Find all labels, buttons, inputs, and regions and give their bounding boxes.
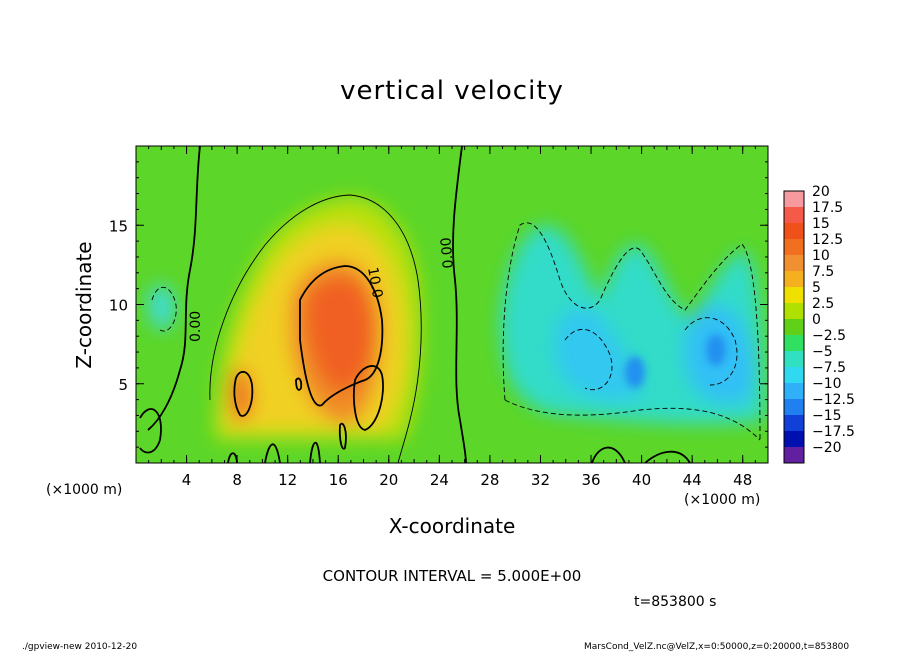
colorbar-level-label: −15	[812, 408, 842, 424]
colorbar: 2017.51512.5107.552.50−2.5−5−7.5−10−12.5…	[783, 184, 855, 464]
x-axis: 4 8 12 16 20 24 28 32 36 40 44 48	[135, 146, 769, 489]
colorbar-level-label: 2.5	[812, 296, 834, 312]
colorbar-swatch	[784, 191, 804, 208]
x-tick-label: 8	[232, 471, 242, 489]
colorbar-swatch	[784, 207, 804, 224]
colorbar-level-label: 10	[812, 248, 830, 264]
colorbar-swatch	[784, 335, 804, 352]
x-tick-label: 32	[531, 471, 550, 489]
footer-data-source: MarsCond_VelZ.nc@VelZ,x=0:50000,z=0:2000…	[584, 642, 850, 652]
colorbar-level-label: 17.5	[812, 200, 843, 216]
colorbar-swatch	[784, 351, 804, 368]
x-tick-label: 36	[581, 471, 600, 489]
contour-label-zero-left: 0.00	[188, 311, 204, 342]
x-tick-label: 16	[329, 471, 348, 489]
x-tick-label: 48	[733, 471, 752, 489]
y-tick-label: 5	[118, 376, 128, 394]
colorbar-swatch	[784, 415, 804, 432]
colorbar-swatch	[784, 239, 804, 256]
chart-title: vertical velocity	[340, 76, 564, 106]
y-tick-label: 10	[109, 297, 128, 315]
colorbar-swatch	[784, 255, 804, 272]
x-axis-label: X-coordinate	[388, 514, 516, 538]
colorbar-swatch	[784, 271, 804, 288]
colorbar-level-label: 20	[812, 184, 830, 200]
contour-label-zero-right: 0.00	[438, 237, 457, 269]
colorbar-swatch	[784, 319, 804, 336]
y-axis: 5 10 15	[109, 145, 768, 464]
x-tick-label: 24	[430, 471, 449, 489]
colorbar-level-label: −10	[812, 376, 842, 392]
colorbar-level-label: 12.5	[812, 232, 843, 248]
x-tick-label: 4	[182, 471, 192, 489]
colorbar-level-label: 15	[812, 216, 830, 232]
colorbar-level-label: −2.5	[812, 328, 846, 344]
time-label: t=853800 s	[634, 594, 717, 610]
colorbar-swatch	[784, 399, 804, 416]
contour-labels: 0.00 10.0 0.00	[188, 237, 457, 342]
colorbar-swatch	[784, 223, 804, 240]
contour-interval-label: CONTOUR INTERVAL = 5.000E+00	[322, 567, 582, 585]
colorbar-level-label: 7.5	[812, 264, 834, 280]
x-tick-label: 44	[683, 471, 702, 489]
x-tick-label: 20	[379, 471, 398, 489]
x-tick-label: 12	[278, 471, 297, 489]
x-tick-label: 40	[632, 471, 651, 489]
colorbar-swatch	[784, 303, 804, 320]
contour-label-ten: 10.0	[364, 266, 385, 299]
y-axis-label: Z-coordinate	[72, 241, 96, 369]
colorbar-level-label: −12.5	[812, 392, 855, 408]
x-tick-label: 28	[480, 471, 499, 489]
y-tick-label: 15	[109, 217, 128, 235]
colorbar-swatch	[784, 431, 804, 448]
x-unit-label-left: (×1000 m)	[46, 482, 123, 498]
colorbar-swatch	[784, 287, 804, 304]
colorbar-level-label: −17.5	[812, 424, 855, 440]
colorbar-frame	[783, 190, 805, 464]
colorbar-swatch	[784, 383, 804, 400]
colorbar-level-label: −5	[812, 344, 833, 360]
colorbar-level-label: −7.5	[812, 360, 846, 376]
colorbar-level-label: 5	[812, 280, 821, 296]
colorbar-level-label: 0	[812, 312, 821, 328]
colorbar-swatch	[784, 367, 804, 384]
colorbar-level-label: −20	[812, 440, 842, 456]
x-unit-label-right: (×1000 m)	[684, 492, 761, 508]
footer-program-date: ./gpview-new 2010-12-20	[22, 642, 138, 652]
heatmap-field: 0.00 10.0 0.00	[136, 146, 768, 463]
contour-lines	[139, 146, 761, 463]
colorbar-swatch	[784, 447, 804, 464]
